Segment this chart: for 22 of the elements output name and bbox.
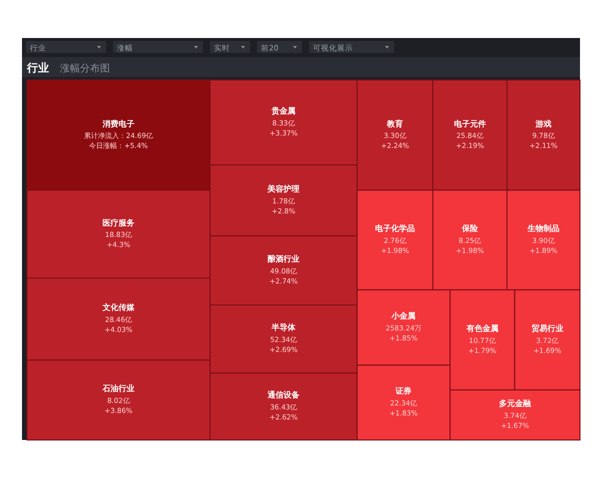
category-label: 酿酒行业 [268, 254, 300, 264]
category-label: 生物制品 [526, 224, 560, 234]
category-label: 游戏 [534, 119, 552, 128]
category-label: 消费电子 [102, 119, 135, 128]
category-label: 贸易行业 [531, 324, 564, 334]
category-label: 通信设备 [266, 390, 301, 400]
text: 行业 [26, 62, 49, 74]
category-label: 教育 [386, 118, 404, 128]
category-label: 电子化学品 [375, 224, 416, 234]
category-label: 保险 [460, 224, 479, 234]
category-label: 文化传媒 [102, 303, 136, 312]
category-label: 贵金属 [270, 106, 296, 116]
category-label: 美容护理 [266, 184, 300, 194]
category-label: 有色金属 [465, 324, 498, 334]
category-label: 医疗服务 [102, 218, 135, 228]
category-label: 电子元件 [454, 119, 486, 128]
category-label: 石油行业 [102, 384, 135, 394]
category-label: 证券 [394, 386, 413, 396]
category-label: 多元金融 [499, 399, 532, 408]
text: 涨幅分布图 [60, 62, 110, 74]
category-label: 小金属 [390, 312, 416, 321]
category-label: 半导体 [270, 323, 297, 332]
